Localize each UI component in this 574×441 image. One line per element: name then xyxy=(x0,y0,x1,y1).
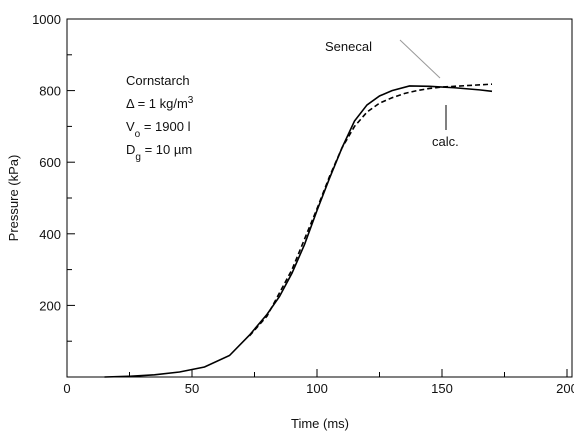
series-label: Senecal xyxy=(325,39,372,54)
annotation-text: D xyxy=(126,142,135,157)
annotation: Cornstarch xyxy=(126,73,190,88)
annotation-text: = 1900 l xyxy=(140,119,190,134)
series-line xyxy=(248,83,493,337)
y-tick-label: 1000 xyxy=(32,12,61,27)
y-tick-label: 800 xyxy=(39,84,61,99)
x-tick-label: 100 xyxy=(306,381,328,396)
y-tick-label: 200 xyxy=(39,298,61,313)
annotation: Δ = 1 kg/m3 xyxy=(126,95,194,112)
annotation: Dg = 10 µm xyxy=(126,142,192,163)
y-tick-label: 600 xyxy=(39,155,61,170)
annotation-sup: 3 xyxy=(188,95,194,106)
annotation-sub: g xyxy=(135,152,141,163)
leader-line xyxy=(399,39,441,79)
y-tick-label: 400 xyxy=(39,227,61,242)
x-axis-label: Time (ms) xyxy=(291,416,349,431)
annotation-text: V xyxy=(126,119,135,134)
series-line xyxy=(104,85,493,378)
x-tick-label: 50 xyxy=(185,381,199,396)
x-tick-label: 200 xyxy=(556,381,574,396)
x-tick-label: 150 xyxy=(431,381,453,396)
x-tick-label: 0 xyxy=(63,381,70,396)
annotation: Vo = 1900 l xyxy=(126,119,191,140)
annotation-text: Δ = 1 kg/m xyxy=(126,96,188,111)
annotation-text: Cornstarch xyxy=(126,73,190,88)
annotation-text: = 10 µm xyxy=(141,142,192,157)
series-label: calc. xyxy=(432,134,459,149)
annotation-sub: o xyxy=(135,129,141,140)
y-axis-label: Pressure (kPa) xyxy=(6,155,21,242)
